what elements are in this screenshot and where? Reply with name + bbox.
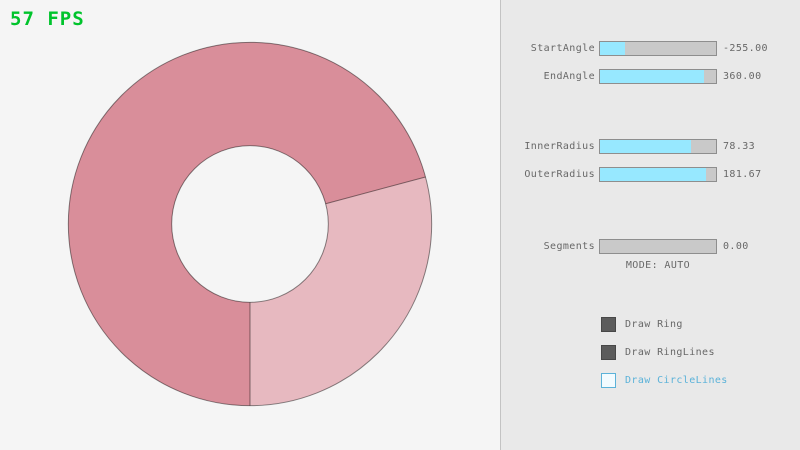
startangle-label: StartAngle xyxy=(530,43,595,54)
draw-ringlines-label: Draw RingLines xyxy=(625,347,715,358)
draw-ring-label: Draw Ring xyxy=(625,319,683,330)
segments-value: 0.00 xyxy=(723,241,749,252)
checkbox-draw-circlelines: Draw CircleLines xyxy=(601,373,800,389)
endangle-slider[interactable] xyxy=(599,69,717,84)
outerradius-slider-fill xyxy=(600,168,706,181)
draw-ringlines-checkbox[interactable] xyxy=(601,345,616,360)
checkbox-draw-ringlines: Draw RingLines xyxy=(601,345,800,361)
slider-row-innerradius: InnerRadius 78.33 xyxy=(501,139,800,154)
slider-row-segments: Segments 0.00 xyxy=(501,239,800,254)
draw-circlelines-checkbox[interactable] xyxy=(601,373,616,388)
outerradius-slider[interactable] xyxy=(599,167,717,182)
ring-canvas xyxy=(67,41,433,407)
segments-label: Segments xyxy=(543,241,595,252)
fps-counter: 57 FPS xyxy=(10,8,85,30)
innerradius-slider-fill xyxy=(600,140,691,153)
startangle-value: -255.00 xyxy=(723,43,768,54)
outerradius-label: OuterRadius xyxy=(524,169,595,180)
slider-row-outerradius: OuterRadius 181.67 xyxy=(501,167,800,182)
innerradius-label: InnerRadius xyxy=(524,141,595,152)
mode-label: MODE: AUTO xyxy=(625,260,691,271)
draw-ring-checkbox[interactable] xyxy=(601,317,616,332)
segments-slider[interactable] xyxy=(599,239,717,254)
outerradius-value: 181.67 xyxy=(723,169,762,180)
endangle-label: EndAngle xyxy=(543,71,595,82)
checkbox-draw-ring: Draw Ring xyxy=(601,317,800,333)
draw-circlelines-label: Draw CircleLines xyxy=(625,375,728,386)
innerradius-value: 78.33 xyxy=(723,141,756,152)
startangle-slider[interactable] xyxy=(599,41,717,56)
startangle-slider-fill xyxy=(600,42,626,55)
endangle-value: 360.00 xyxy=(723,71,762,82)
slider-row-startangle: StartAngle -255.00 xyxy=(501,41,800,56)
endangle-slider-fill xyxy=(600,70,705,83)
slider-row-endangle: EndAngle 360.00 xyxy=(501,69,800,84)
innerradius-slider[interactable] xyxy=(599,139,717,154)
controls-panel: StartAngle -255.00 EndAngle 360.00 Inner… xyxy=(500,0,800,450)
